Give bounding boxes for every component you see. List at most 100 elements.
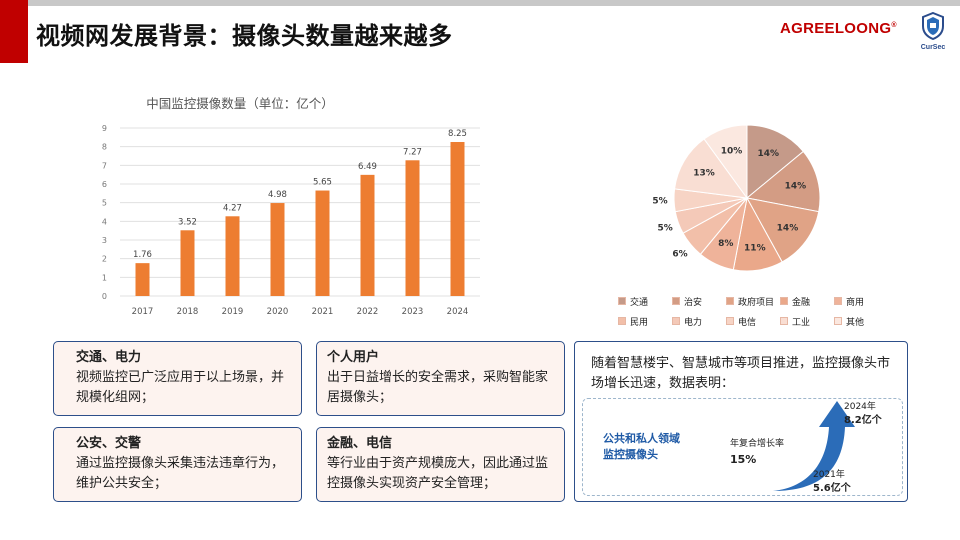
legend-swatch [726, 297, 734, 305]
y-tick-label: 6 [102, 180, 107, 189]
legend-swatch [834, 317, 842, 325]
y-tick-label: 1 [102, 273, 107, 282]
x-tick-label: 2019 [222, 307, 244, 317]
cagr-label: 年复合增长率 [730, 439, 785, 449]
legend-item: 金融 [780, 295, 834, 308]
legend-label: 民用 [630, 317, 649, 328]
bar-data-label: 3.52 [178, 217, 197, 227]
legend-item: 交通 [618, 295, 672, 308]
legend-item: 其他 [834, 315, 888, 328]
growth-intro-text: 随着智慧楼宇、智慧城市等项目推进，监控摄像头市场增长迅速，数据表明： [591, 356, 891, 391]
top-bar [0, 0, 960, 6]
card-body: 等行业由于资产规模庞大，因此通过监控摄像头实现资产安全管理； [327, 456, 549, 491]
bar-data-label: 4.27 [223, 203, 242, 213]
x-tick-label: 2020 [267, 307, 289, 317]
bar-data-label: 6.49 [358, 162, 377, 172]
pie-slice [746, 124, 804, 200]
pie-slice [745, 150, 821, 213]
y-tick-label: 7 [102, 161, 107, 170]
legend-label: 商用 [846, 297, 865, 308]
x-tick-label: 2018 [177, 307, 199, 317]
year-2024-value: 8.2亿个 [844, 415, 882, 426]
x-tick-label: 2023 [402, 307, 424, 317]
legend-label: 其他 [846, 317, 865, 328]
legend-item: 电信 [726, 315, 780, 328]
legend-label: 金融 [792, 297, 811, 308]
legend-swatch [834, 297, 842, 305]
y-tick-label: 8 [102, 143, 107, 152]
pie-data-label: 13% [693, 169, 715, 179]
legend-swatch [780, 317, 788, 325]
bar [135, 263, 150, 296]
pie-data-label: 10% [721, 146, 743, 156]
x-tick-label: 2021 [312, 307, 334, 317]
card-body: 出于日益增长的安全需求，采购智能家居摄像头； [327, 370, 549, 405]
usage-share-pie-chart: 14% 14% 14% 11% 8% 6% 5% 5% 13% 10% [652, 124, 821, 272]
bar-data-label: 4.98 [268, 190, 287, 200]
brand-name: AGREELOONG [780, 20, 892, 37]
pie-data-label: 5% [652, 197, 667, 207]
card-title: 金融、电信 [327, 436, 393, 451]
legend-item: 民用 [618, 315, 672, 328]
segment-label: 公共和私人领域监控摄像头 [603, 432, 680, 461]
logo-text: CurSec [920, 44, 946, 51]
legend-swatch [672, 317, 680, 325]
card-title: 个人用户 [327, 350, 380, 365]
growth-highlight-box: 公共和私人领域监控摄像头 年复合增长率 15% 2024年 8.2亿个 2021… [582, 398, 903, 496]
pie-data-label: 14% [758, 149, 780, 159]
title-accent-bar [0, 0, 28, 63]
bar [180, 230, 195, 296]
legend-item: 工业 [780, 315, 834, 328]
legend-row: 交通 治安 政府项目 金融 商用 [618, 291, 898, 311]
legend-row: 民用 电力 电信 工业 其他 [618, 311, 898, 331]
legend-swatch [780, 297, 788, 305]
legend-swatch [672, 297, 680, 305]
card-body: 通过监控摄像头采集违法违章行为，维护公共安全； [76, 456, 285, 491]
pie-data-label: 8% [718, 239, 733, 249]
brand-wordmark: AGREELOONG® [780, 20, 897, 37]
y-tick-label: 9 [102, 124, 107, 133]
card-title: 公安、交警 [76, 436, 142, 451]
x-tick-label: 2022 [357, 307, 379, 317]
year-2021-block: 2021年 5.6亿个 [813, 469, 851, 496]
legend-item: 政府项目 [726, 295, 780, 308]
legend-label: 工业 [792, 317, 811, 328]
registered-mark: ® [891, 22, 897, 29]
bar [270, 203, 285, 296]
bar [225, 216, 240, 296]
legend-swatch [618, 297, 626, 305]
bar [315, 190, 330, 296]
camera-count-bar-chart: 中国监控摄像数量（单位：亿个） 0 1 2 3 4 5 6 7 8 9 1.76 2017 3.52 201… [102, 96, 480, 317]
bar [450, 142, 465, 296]
chart-title: 中国监控摄像数量（单位：亿个） [146, 96, 334, 111]
x-tick-label: 2024 [447, 307, 469, 317]
shield-icon [922, 11, 944, 41]
year-2021-value: 5.6亿个 [813, 483, 851, 494]
growth-arrow-icon [773, 401, 855, 491]
year-2024-label: 2024年 [844, 402, 876, 412]
cagr-value: 15% [730, 453, 757, 466]
bar-data-label: 8.25 [448, 129, 467, 139]
pie-data-label: 6% [672, 249, 687, 259]
pie-data-label: 5% [658, 223, 673, 233]
bar-data-label: 1.76 [133, 250, 152, 260]
card-title: 交通、电力 [76, 350, 142, 365]
pie-slice [674, 138, 749, 199]
pie-slice [746, 197, 820, 263]
card-finance-telecom: 金融、电信 等行业由于资产规模庞大，因此通过监控摄像头实现资产安全管理； [316, 427, 565, 502]
cagr-block: 年复合增长率 15% [730, 437, 784, 469]
year-2021-label: 2021年 [813, 470, 845, 480]
growth-stats-panel: 随着智慧楼宇、智慧城市等项目推进，监控摄像头市场增长迅速，数据表明： 公共和私人… [574, 341, 908, 502]
bar [405, 160, 420, 296]
legend-label: 交通 [630, 297, 649, 308]
legend-swatch [618, 317, 626, 325]
legend-item: 商用 [834, 295, 888, 308]
card-transport-power: 交通、电力 视频监控已广泛应用于以上场景，并规模化组网； [53, 341, 302, 416]
legend-label: 电信 [738, 317, 757, 328]
bar [360, 174, 375, 296]
y-tick-label: 5 [102, 199, 107, 208]
pie-data-label: 11% [744, 243, 766, 253]
year-2024-block: 2024年 8.2亿个 [844, 401, 882, 428]
card-personal-users: 个人用户 出于日益增长的安全需求，采购智能家居摄像头； [316, 341, 565, 416]
cursec-logo: CurSec [918, 11, 948, 52]
